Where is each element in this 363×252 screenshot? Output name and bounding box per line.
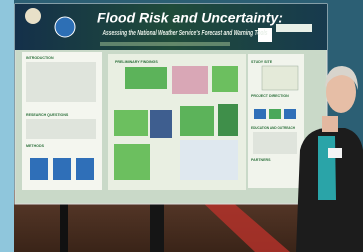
diagram-box — [76, 158, 94, 180]
person-shirt — [318, 136, 336, 200]
name-badge — [328, 148, 342, 158]
section-heading: EDUCATION AND OUTREACH — [251, 126, 295, 130]
section-heading: STUDY SITE — [251, 60, 273, 64]
map — [262, 66, 298, 90]
section-heading: METHODS — [26, 144, 45, 148]
text-block — [253, 132, 297, 154]
person-neck — [322, 116, 338, 132]
section-heading: PARTNERS — [251, 158, 271, 162]
text-block — [26, 119, 96, 139]
figure — [125, 67, 167, 89]
diagram-box — [254, 109, 266, 119]
diagram-box — [53, 158, 71, 180]
photo: Flood Risk and Uncertainty: Assessing th… — [0, 0, 363, 252]
figure — [172, 66, 208, 94]
section-heading: PROJECT DIRECTION — [251, 94, 289, 98]
diagram-box — [284, 109, 296, 119]
poster-title: Flood Risk and Uncertainty: — [97, 10, 283, 26]
stand-leg — [60, 200, 68, 252]
diagram-box — [269, 109, 281, 119]
section-heading: PRELIMINARY FINDINGS — [115, 60, 158, 64]
text-block — [26, 62, 96, 102]
figure — [114, 144, 150, 180]
section-heading: RESEARCH QUESTIONS — [26, 113, 69, 117]
diagram-box — [30, 158, 48, 180]
figure — [114, 110, 148, 136]
map — [180, 140, 238, 180]
figure — [150, 110, 172, 138]
figure — [212, 66, 238, 92]
figure — [180, 106, 214, 136]
left-border — [0, 0, 14, 252]
logo — [55, 17, 75, 37]
stand-leg — [150, 200, 164, 252]
authors — [100, 42, 230, 46]
logo — [25, 8, 41, 24]
page: {"poster": { "title": "Flood Risk and Un… — [0, 0, 363, 252]
figure — [218, 104, 238, 136]
section-heading: INTRODUCTION — [26, 56, 54, 60]
poster-subtitle-line: Assessing the National Weather Service's… — [102, 28, 268, 37]
